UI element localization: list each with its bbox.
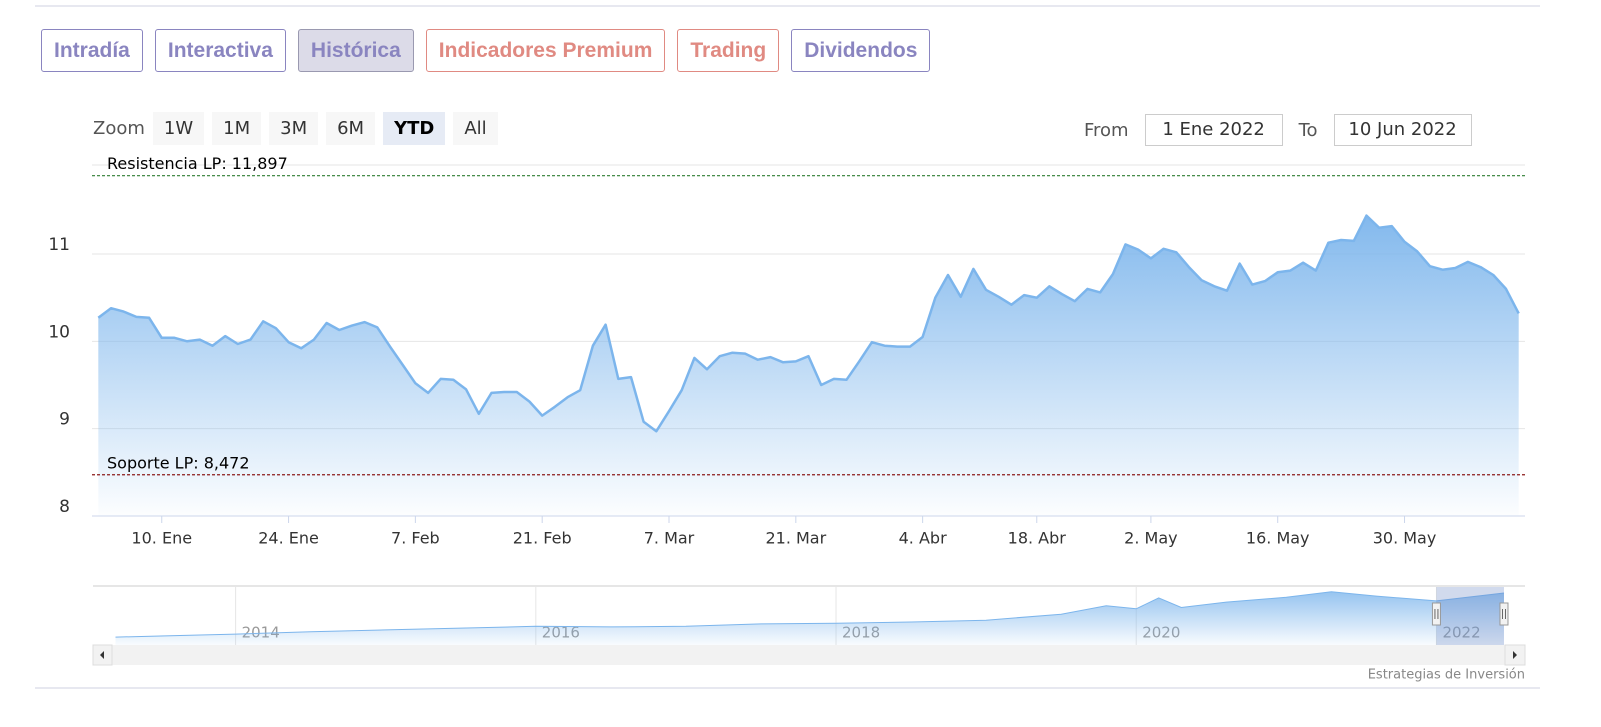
line [97, 214, 1520, 433]
zoom-button[interactable]: 6M [326, 112, 376, 145]
y-tick-label: 8 [59, 497, 70, 517]
zoom-button[interactable]: YTD [383, 112, 446, 145]
x-tick-label: 21. Mar [765, 529, 826, 548]
tab[interactable]: Trading [677, 29, 780, 72]
zoom-button[interactable]: All [453, 112, 498, 145]
navigator-handle [1499, 602, 1509, 626]
to-label: To [1298, 119, 1318, 141]
y-tick-label: 10 [48, 322, 70, 342]
tab[interactable]: Indicadores Premium [425, 29, 666, 72]
credit: Estrategias de Inversión [1368, 668, 1525, 683]
y-tick-label: 11 [48, 235, 70, 255]
scrollbar-track[interactable] [93, 645, 1525, 665]
navigator-line [115, 591, 1505, 638]
x-tick-label: 21. Feb [513, 529, 572, 548]
tab[interactable]: Dividendos [791, 29, 931, 72]
from-input[interactable]: 1 Ene 2022 [1144, 114, 1283, 146]
zoom-button[interactable]: 1W [152, 112, 205, 145]
x-tick-label: 7. Feb [391, 529, 440, 548]
arrow-right [1513, 651, 1517, 659]
to-input[interactable]: 10 Jun 2022 [1333, 114, 1472, 146]
zoom-button[interactable]: 3M [269, 112, 319, 145]
zoom-button[interactable]: 1M [212, 112, 262, 145]
zoom-label: Zoom [93, 118, 145, 139]
handle-grip [1501, 609, 1506, 619]
x-tick-label: 16. May [1246, 529, 1310, 548]
navigator-selection [1436, 587, 1504, 645]
x-tick-label: 4. Abr [899, 529, 947, 548]
tab-bar: Intradía Interactiva Histórica Indicadores … [41, 29, 931, 72]
navigator-handle [1431, 602, 1441, 626]
tab[interactable]: Interactiva [154, 29, 286, 72]
arrow-left [100, 651, 104, 659]
from-label: From [1084, 119, 1129, 141]
navigator-area [115, 591, 1504, 645]
zoom-bar: Zoom 1W 1M 3M 6M YTD All [93, 112, 498, 145]
x-tick-label: 7. Mar [644, 529, 695, 548]
x-tick-label: 10. Ene [131, 529, 192, 548]
annotation-label: Soporte LP: 8,472 [107, 453, 250, 472]
x-tick-label: 30. May [1373, 529, 1437, 548]
annotation-label: Resistencia LP: 11,897 [107, 154, 288, 173]
date-range: From 1 Ene 2022 To 10 Jun 2022 [1084, 114, 1488, 146]
y-tick-label: 9 [59, 410, 70, 430]
area [98, 215, 1519, 516]
handle-grip [1434, 609, 1439, 619]
x-tick-label: 2. May [1124, 529, 1177, 548]
tab[interactable]: Intradía [41, 29, 143, 72]
tab[interactable]: Histórica [297, 29, 414, 72]
x-tick-label: 24. Ene [258, 529, 319, 548]
x-tick-label: 18. Abr [1008, 529, 1067, 548]
